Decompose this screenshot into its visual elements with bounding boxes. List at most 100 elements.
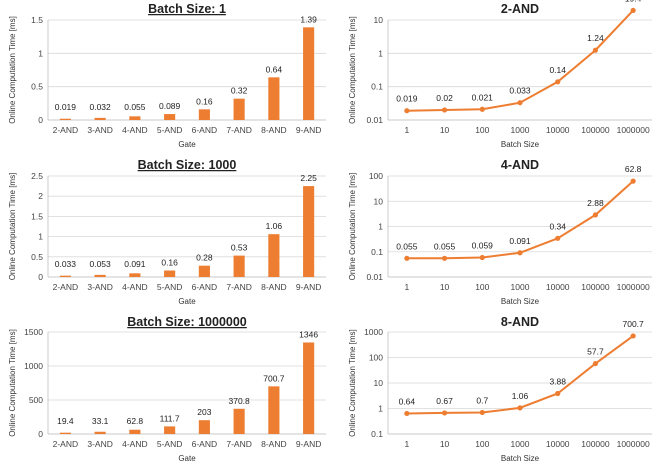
chart-title: Batch Size: 1000000 [127, 315, 247, 329]
y-tick-label: 10 [374, 196, 384, 206]
data-label: 0.089 [159, 101, 181, 111]
data-label: 19.4 [57, 416, 74, 426]
data-point [517, 100, 523, 106]
y-axis-title: Online Computation Time [ms] [348, 16, 357, 124]
y-tick-label: 100 [369, 171, 383, 181]
x-tick-label: 8-AND [261, 439, 287, 449]
x-tick-label: 1000000 [617, 125, 650, 135]
x-tick-label: 1000 [511, 125, 530, 135]
data-label: 57.7 [587, 347, 604, 357]
data-point [517, 405, 523, 411]
y-tick-label: 0 [38, 115, 43, 125]
x-tick-label: 8-AND [261, 125, 287, 135]
x-tick-label: 5-AND [157, 282, 183, 292]
chart-title: Batch Size: 1000 [138, 158, 237, 172]
bar [94, 431, 106, 434]
chart-title: 2-AND [501, 2, 539, 16]
y-tick-label: 1 [378, 48, 383, 58]
x-tick-label: 1000000 [617, 282, 650, 292]
x-tick-label: 7-AND [226, 125, 252, 135]
data-label: 0.64 [399, 396, 416, 406]
x-tick-label: 3-AND [87, 125, 113, 135]
data-point [404, 108, 410, 114]
x-tick-label: 3-AND [87, 282, 113, 292]
bar [59, 432, 71, 434]
data-label: 0.16 [196, 96, 213, 106]
x-tick-label: 5-AND [157, 439, 183, 449]
x-tick-label: 1000000 [617, 439, 650, 449]
bar [233, 98, 245, 120]
x-tick-label: 1000 [511, 282, 530, 292]
y-tick-label: 0.1 [371, 247, 383, 257]
data-label: 0.055 [396, 241, 418, 251]
data-point [555, 79, 561, 85]
data-label: 0.019 [396, 94, 418, 104]
bar [198, 109, 210, 120]
data-label: 111.7 [160, 413, 180, 423]
x-tick-label: 100 [475, 439, 489, 449]
y-axis-title: Online Computation Time [ms] [348, 173, 357, 281]
x-tick-label: 1000 [511, 439, 530, 449]
data-label: 0.091 [124, 259, 146, 269]
data-label: 0.28 [196, 253, 213, 263]
bar [59, 275, 71, 277]
x-tick-label: 1 [404, 439, 409, 449]
x-axis-title: Gate [178, 140, 196, 149]
y-tick-label: 1.5 [31, 211, 43, 221]
y-tick-label: 2 [38, 191, 43, 201]
x-axis-title: Batch Size [501, 140, 540, 149]
bar [268, 386, 280, 434]
x-axis-title: Batch Size [501, 454, 540, 463]
y-tick-label: 100 [369, 353, 383, 363]
x-tick-label: 8-AND [261, 282, 287, 292]
y-tick-label: 0.01 [366, 115, 383, 125]
x-tick-label: 10000 [546, 282, 570, 292]
chart-panel-4: 4-AND 0.01 0.1 1 10 100 1 10 100 1000 10000 100000 1… [348, 158, 652, 306]
y-tick-label: 500 [29, 395, 43, 405]
x-tick-label: 2-AND [53, 439, 79, 449]
x-tick-label: 100000 [581, 282, 610, 292]
x-tick-label: 2-AND [53, 125, 79, 135]
data-label: 0.091 [509, 236, 531, 246]
data-point [404, 410, 410, 417]
x-tick-label: 100 [475, 282, 489, 292]
data-label: 1.06 [266, 221, 283, 231]
y-tick-label: 1 [38, 48, 43, 58]
chart-panel-2: 2-AND 0.01 0.1 1 10 1 10 100 1000 10000 100000 1000… [348, 0, 652, 149]
y-axis-title: Online Computation Time [ms] [8, 329, 17, 437]
x-tick-label: 10000 [546, 125, 570, 135]
y-tick-label: 0.5 [31, 252, 43, 262]
data-point [479, 409, 485, 416]
x-tick-label: 7-AND [226, 439, 252, 449]
data-point [555, 235, 561, 241]
bar [164, 114, 176, 120]
x-tick-label: 4-AND [122, 282, 148, 292]
data-label: 3.88 [549, 376, 566, 386]
x-tick-label: 10 [440, 282, 450, 292]
data-label: 203 [197, 407, 211, 417]
chart-title: Batch Size: 1 [148, 2, 226, 16]
data-point [555, 390, 561, 397]
x-tick-label: 4-AND [122, 439, 148, 449]
bar [268, 234, 280, 277]
y-tick-label: 1.5 [31, 15, 43, 25]
data-point [441, 410, 448, 416]
bar [129, 273, 141, 277]
data-point [479, 106, 485, 112]
x-tick-label: 10000 [546, 439, 570, 449]
y-tick-label: 10 [374, 378, 384, 388]
data-label: 0.32 [231, 86, 248, 96]
chart-panel-3: Batch Size: 1000 0 0.5 1 1.5 2 2.5 2-AND 3-AND 4-… [8, 158, 326, 306]
data-label: 62.8 [127, 416, 144, 426]
data-label: 0.16 [161, 258, 178, 268]
data-label: 0.053 [89, 259, 111, 269]
y-axis-title: Online Computation Time [ms] [8, 173, 17, 281]
bar [233, 255, 245, 277]
x-tick-label: 10 [440, 125, 450, 135]
data-label: 0.055 [434, 241, 456, 251]
x-tick-label: 6-AND [192, 439, 218, 449]
y-axis-title: Online Computation Time [ms] [348, 329, 357, 437]
bar [198, 420, 210, 434]
data-label: 2.25 [300, 173, 317, 183]
